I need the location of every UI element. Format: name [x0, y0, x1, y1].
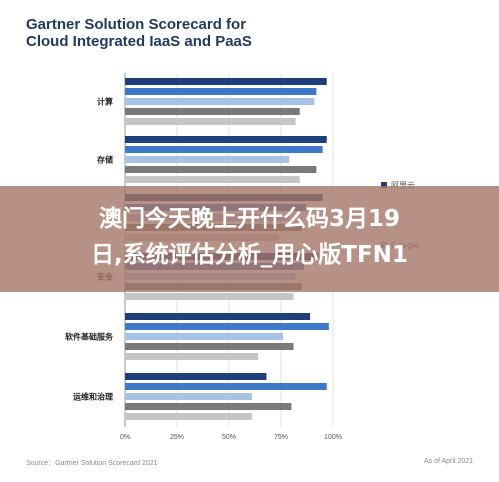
bar [125, 78, 327, 85]
bar [125, 403, 292, 410]
bar [125, 323, 329, 330]
watermark-banner: 澳门今天晚上开什么码3月19 日,系统评估分析_用心版TFN1 [0, 186, 499, 292]
bar [125, 393, 252, 400]
bar [125, 108, 300, 115]
bar [125, 413, 252, 420]
x-tick-label: 100% [324, 434, 342, 441]
bar [125, 146, 323, 153]
category-label: 运维和治理 [73, 392, 113, 402]
category-label: 存储 [96, 155, 113, 165]
x-tick-label: 25% [170, 434, 184, 441]
x-tick-label: 75% [274, 434, 288, 441]
date-note: As of April 2021 [423, 458, 473, 465]
bar [125, 333, 284, 340]
x-tick-label: 50% [222, 434, 236, 441]
x-tick-label: 0% [120, 434, 130, 441]
chart-title-line-1: Gartner Solution Scorecard for [26, 16, 247, 33]
bar [125, 353, 259, 360]
bar [125, 383, 327, 390]
bar [125, 166, 317, 173]
x-tick-labels: 0% 25% 50% 75% 100% [120, 434, 342, 441]
chart-title: Gartner Solution Scorecard for Cloud Int… [26, 16, 326, 50]
source-note: Source：Gartner Solution Scorecard 2021 [26, 460, 158, 467]
legend-label: 阿里云 [391, 181, 415, 190]
category-label: 软件基础服务 [65, 332, 114, 342]
bar [125, 98, 315, 105]
bar [125, 343, 294, 350]
bar [125, 118, 296, 125]
watermark-line-2: 日,系统评估分析_用心版TFN1 [91, 242, 408, 268]
chart-title-line-2: Cloud Integrated IaaS and PaaS [26, 33, 252, 50]
bar [125, 293, 294, 300]
bar [125, 313, 311, 320]
bar [125, 88, 317, 95]
bar [125, 176, 300, 183]
bar [125, 136, 327, 143]
bar [125, 373, 267, 380]
legend-swatch [381, 182, 387, 188]
category-label: 计算 [97, 97, 113, 107]
watermark-line-1: 澳门今天晚上开什么码3月19 [98, 206, 400, 232]
bar [125, 156, 290, 163]
